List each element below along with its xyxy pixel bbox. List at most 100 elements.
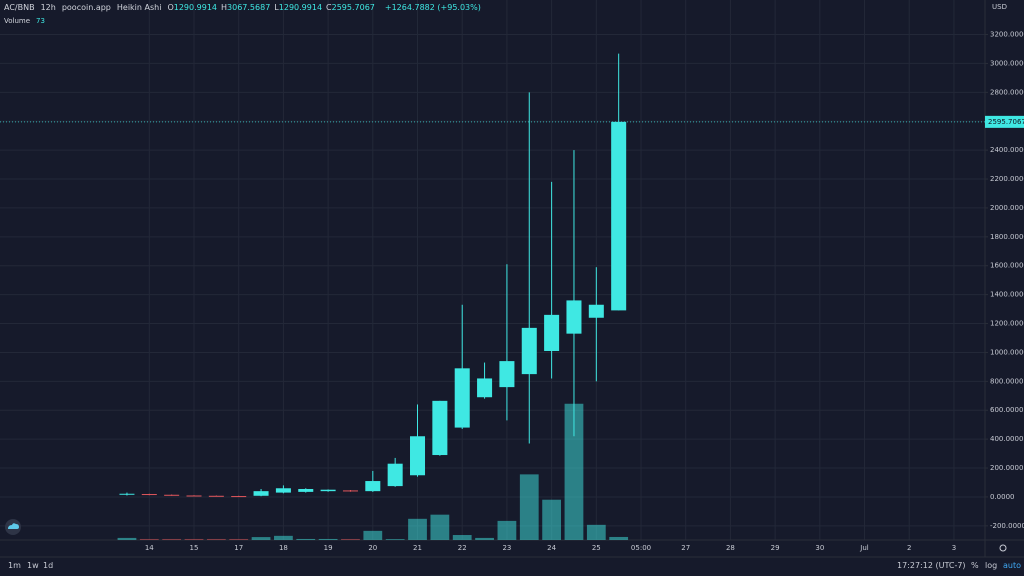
volume-bar: [408, 518, 427, 540]
volume-bar: [542, 499, 562, 540]
x-tick-label: 14: [145, 544, 154, 552]
ohlc-value: 1290.9914: [278, 3, 323, 12]
range-button[interactable]: 1w: [27, 561, 39, 570]
logo-cloud: [8, 523, 19, 529]
x-tick-label: 19: [324, 544, 333, 552]
y-tick-label: 2000.0000: [990, 204, 1024, 212]
candle-body: [119, 493, 135, 495]
volume-bar: [162, 538, 182, 540]
y-tick-label: 1400.0000: [990, 291, 1024, 299]
volume-value: 73: [36, 17, 45, 25]
y-tick-label: 1600.0000: [990, 262, 1024, 270]
log-toggle[interactable]: log: [985, 561, 998, 570]
candle-body: [432, 400, 448, 456]
x-tick-label: 2: [907, 544, 911, 552]
candle-body: [320, 489, 336, 492]
volume-bar: [274, 535, 293, 540]
candle-body: [186, 495, 202, 497]
volume-bar: [497, 520, 517, 540]
volume-bar: [318, 538, 338, 540]
range-button[interactable]: 1m: [8, 561, 21, 570]
x-tick-label: 30: [815, 544, 824, 552]
y-tick-label: 2800.0000: [990, 88, 1024, 96]
candle-body: [566, 300, 582, 334]
volume-bar: [609, 536, 629, 540]
volume-bar: [430, 514, 450, 540]
ohlc-label: C: [326, 3, 332, 12]
currency: USD: [992, 3, 1007, 11]
volume-legend: Volume 73: [4, 17, 45, 25]
volume-bar: [296, 538, 316, 540]
candle-body: [342, 490, 358, 492]
x-tick-label: 23: [502, 544, 511, 552]
volume-bar: [206, 538, 226, 540]
ohlc-value: 3067.5687: [227, 3, 271, 12]
header: AC/BNB 12h poocoin.app Heikin Ashi O1290…: [4, 3, 481, 12]
volume-bar: [475, 537, 494, 540]
source: poocoin.app: [61, 3, 111, 12]
ohlc-value: 1290.9914: [173, 3, 218, 12]
ohlc-value: 2595.7067: [331, 3, 375, 12]
x-tick-label: 17: [234, 544, 243, 552]
y-tick-label: 200.0000: [990, 464, 1023, 472]
y-tick-label: 400.0000: [990, 435, 1023, 443]
change: +1264.7882 (+95.03%): [384, 3, 481, 12]
y-tick-label: 600.0000: [990, 406, 1023, 414]
y-tick-label: 3000.0000: [990, 59, 1024, 67]
settings-icon[interactable]: [999, 544, 1007, 552]
candle-body: [499, 361, 515, 388]
ohlc-label: L: [274, 3, 279, 12]
ohlc-label: H: [221, 3, 228, 12]
x-tick-label: 05:00: [631, 544, 651, 552]
candle-body: [208, 495, 224, 497]
x-tick-label: 15: [190, 544, 199, 552]
percent-toggle[interactable]: %: [971, 561, 979, 570]
range-button[interactable]: 1d: [43, 561, 54, 570]
candle-body: [454, 368, 470, 428]
style[interactable]: Heikin Ashi: [116, 3, 162, 12]
volume-bar: [519, 474, 539, 540]
candle-body: [611, 121, 627, 311]
x-tick-label: 18: [279, 544, 288, 552]
interval[interactable]: 12h: [40, 3, 56, 12]
candle-body: [521, 327, 537, 375]
candle-body: [410, 436, 426, 476]
candle-body: [141, 494, 157, 496]
y-tick-label: 0.0000: [990, 493, 1015, 501]
ohlc-label: O: [167, 3, 174, 12]
volume-bar: [564, 403, 584, 540]
y-tick-label: 1800.0000: [990, 233, 1024, 241]
y-tick-label: 800.0000: [990, 377, 1023, 385]
volume-bar: [452, 535, 472, 540]
volume-bar: [385, 539, 405, 540]
x-tick-label: 20: [368, 544, 377, 552]
candle-body: [588, 304, 604, 318]
y-tick-label: 3200.0000: [990, 31, 1024, 39]
candle-body: [544, 314, 560, 351]
x-tick-label: 3: [952, 544, 956, 552]
y-tick-label: 1000.0000: [990, 348, 1024, 356]
candle-body: [164, 494, 180, 496]
volume-bar: [363, 530, 383, 540]
x-tick-label: 24: [547, 544, 556, 552]
volume-bar: [341, 538, 360, 540]
candle-body: [298, 488, 314, 492]
candle-body: [387, 463, 403, 487]
volume-bar: [586, 524, 606, 540]
last-price-box: [985, 115, 1024, 128]
candle-body: [231, 496, 247, 498]
ohlc: O1290.9914 H3067.5687 L1290.9914 C2595.7067: [167, 3, 378, 12]
x-tick-label: 22: [458, 544, 467, 552]
time: 17:27:12 (UTC-7): [897, 561, 966, 570]
auto-toggle[interactable]: auto: [1003, 561, 1022, 570]
y-tick-label: 2400.0000: [990, 146, 1024, 154]
x-tick-label: 29: [771, 544, 780, 552]
x-tick-label: 21: [413, 544, 422, 552]
y-tick-label: 1200.0000: [990, 320, 1024, 328]
x-tick-label: 27: [681, 544, 690, 552]
symbol: AC/BNB: [4, 3, 35, 12]
x-tick-label: 25: [592, 544, 601, 552]
candle-body: [365, 481, 381, 492]
